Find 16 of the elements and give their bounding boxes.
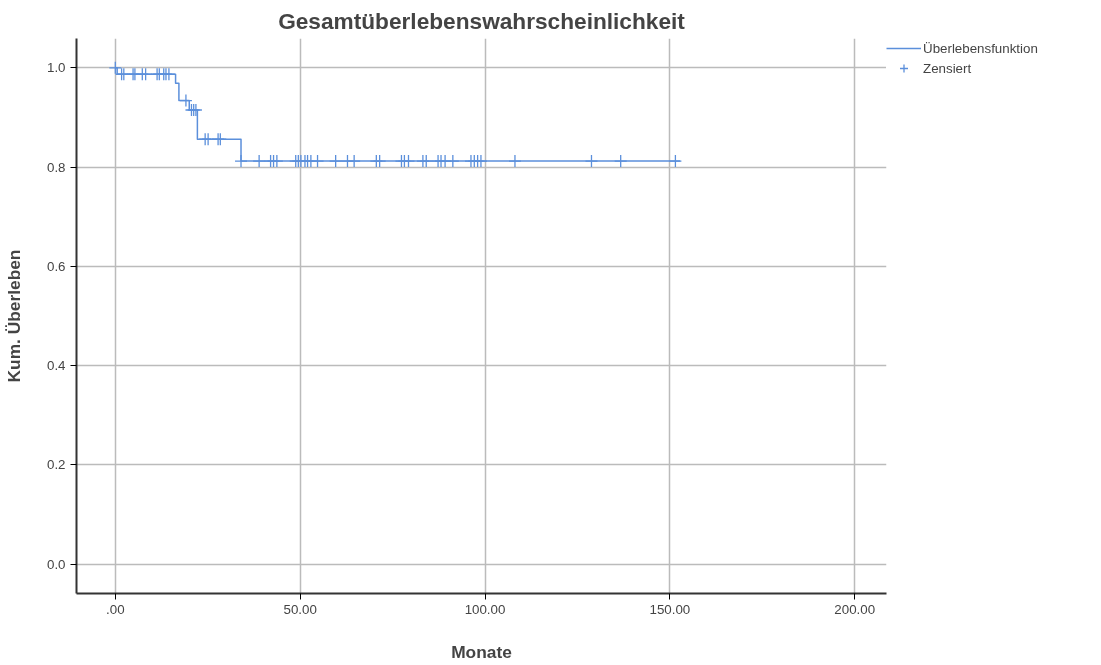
x-tick-label: .00 (106, 601, 125, 617)
x-tick-label: 200.00 (834, 601, 876, 617)
x-tick-label: 50.00 (283, 601, 317, 617)
x-tick-label: 100.00 (464, 601, 506, 617)
y-tick-label: 1.0 (46, 60, 66, 76)
y-axis-title: Kum. Überleben (3, 249, 24, 383)
x-tick-label: 150.00 (649, 601, 691, 617)
y-tick-label: 0.4 (46, 358, 67, 374)
y-tick-label: 0.2 (46, 457, 66, 473)
y-tick-label: 0.6 (46, 258, 66, 274)
x-axis-title: Monate (451, 641, 513, 662)
chart-title: Gesamtüberlebenswahrscheinlichkeit (278, 7, 686, 34)
legend-label: Überlebensfunktion (923, 40, 1038, 56)
legend-label: Zensiert (923, 60, 972, 76)
y-tick-label: 0.0 (46, 556, 66, 572)
y-tick-label: 0.8 (46, 159, 66, 175)
